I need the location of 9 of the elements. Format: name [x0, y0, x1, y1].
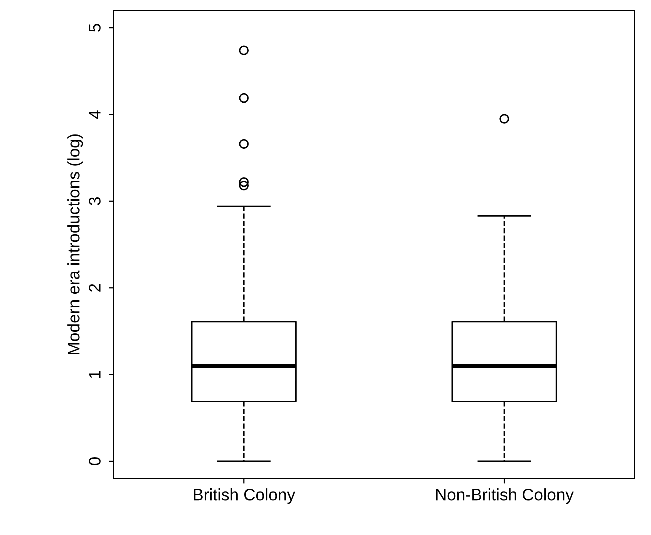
y-tick-label: 1: [89, 370, 101, 378]
y-tick-label: 3: [89, 198, 101, 206]
y-tick-label: 0: [89, 458, 101, 466]
y-tick-label: 4: [89, 110, 101, 119]
y-axis-title: Modern era introductions (log): [68, 134, 84, 355]
y-tick-label: 5: [89, 24, 101, 32]
x-tick-label: Non-British Colony: [436, 488, 574, 504]
y-tick-label: 2: [89, 284, 101, 292]
x-tick-label: British Colony: [194, 488, 296, 504]
